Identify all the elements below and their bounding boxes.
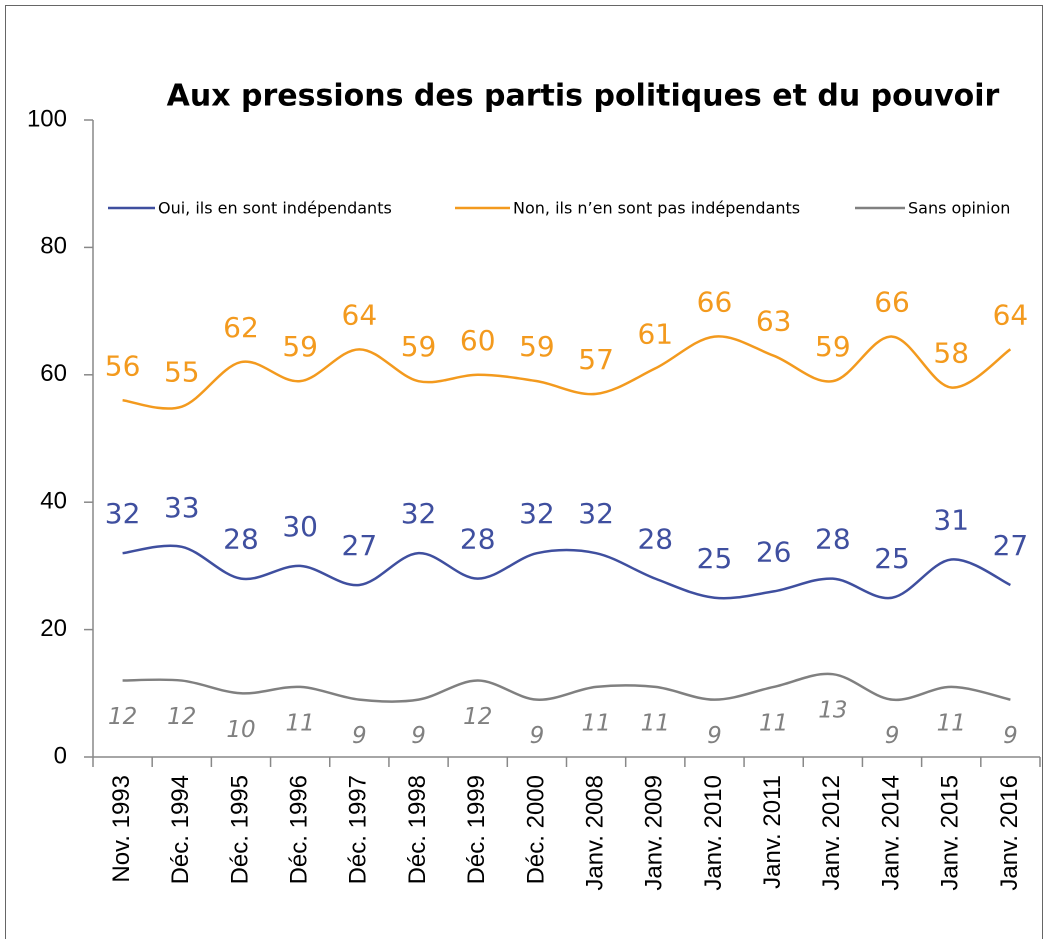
x-tick-label: Janv. 2012: [818, 775, 845, 891]
data-label: 11: [937, 710, 966, 736]
data-label: 27: [342, 529, 378, 562]
data-label: 9: [411, 723, 426, 749]
data-label: 28: [637, 523, 673, 556]
data-label: 62: [223, 311, 259, 344]
x-tick-label: Déc. 1995: [226, 775, 253, 884]
series-line: [122, 544, 1011, 600]
data-label: 56: [105, 349, 141, 382]
data-label: 9: [352, 723, 367, 749]
data-label: 27: [993, 529, 1029, 562]
data-label: 12: [167, 704, 196, 730]
data-label: 32: [401, 497, 437, 530]
data-label: 28: [223, 523, 259, 556]
data-label: 59: [282, 330, 318, 363]
x-tick-label: Déc. 2000: [522, 775, 549, 884]
data-label: 63: [756, 305, 792, 338]
data-label: 59: [519, 330, 555, 363]
y-tick-label: 80: [40, 233, 67, 260]
data-label: 66: [697, 286, 733, 319]
data-label: 33: [164, 491, 200, 524]
data-label: 11: [641, 710, 670, 736]
x-tick-label: Janv. 2008: [581, 775, 608, 891]
x-tick-label: Déc. 1997: [345, 775, 372, 884]
data-label: 11: [286, 710, 315, 736]
x-tick-label: Janv. 2009: [641, 775, 668, 891]
x-tick-label: Janv. 2010: [700, 775, 727, 891]
data-label: 10: [226, 717, 255, 743]
data-label: 9: [885, 723, 900, 749]
data-label: 13: [818, 698, 847, 724]
data-label: 32: [105, 497, 141, 530]
data-label: 66: [874, 286, 910, 319]
y-tick-label: 0: [54, 742, 67, 769]
y-tick-label: 60: [40, 360, 67, 387]
data-label: 25: [697, 542, 733, 575]
y-tick-label: 40: [40, 488, 67, 515]
data-label: 64: [993, 298, 1029, 331]
x-tick-label: Nov. 1993: [108, 775, 135, 883]
x-tick-label: Janv. 2011: [759, 775, 786, 889]
x-tick-label: Déc. 1994: [167, 775, 194, 884]
y-tick-label: 100: [27, 105, 67, 132]
x-tick-label: Déc. 1996: [286, 775, 313, 884]
data-label: 9: [707, 723, 722, 749]
data-label: 30: [282, 510, 318, 543]
x-tick-label: Déc. 1999: [463, 775, 490, 884]
data-label: 9: [1003, 723, 1018, 749]
data-label: 60: [460, 324, 496, 357]
data-label: 28: [815, 523, 851, 556]
data-label: 26: [756, 535, 792, 568]
chart-frame: [5, 5, 1043, 939]
data-label: 32: [519, 497, 555, 530]
legend-label: Oui, ils en sont indépendants: [158, 199, 392, 218]
data-label: 59: [401, 330, 437, 363]
y-tick-label: 20: [40, 615, 67, 642]
data-label: 32: [578, 497, 614, 530]
data-label: 12: [108, 704, 137, 730]
data-label: 55: [164, 356, 200, 389]
data-label: 57: [578, 343, 614, 376]
data-label: 59: [815, 330, 851, 363]
legend-label: Sans opinion: [908, 199, 1010, 218]
series-line: [122, 672, 1011, 703]
series-line: [122, 335, 1012, 410]
chart-title: Aux pressions des partis politiques et d…: [167, 79, 1000, 114]
data-label: 25: [874, 542, 910, 575]
data-label: 11: [581, 710, 610, 736]
data-label: 11: [759, 710, 788, 736]
x-tick-label: Janv. 2014: [877, 775, 904, 891]
data-label: 12: [463, 704, 492, 730]
data-label: 58: [933, 337, 969, 370]
data-label: 9: [530, 723, 545, 749]
data-label: 31: [933, 504, 969, 537]
x-tick-label: Janv. 2015: [937, 775, 964, 891]
x-tick-label: Janv. 2016: [996, 775, 1023, 891]
data-label: 28: [460, 523, 496, 556]
legend-label: Non, ils n’en sont pas indépendants: [513, 199, 800, 218]
x-tick-label: Déc. 1998: [404, 775, 431, 884]
data-label: 61: [637, 317, 673, 350]
data-label: 64: [342, 298, 378, 331]
